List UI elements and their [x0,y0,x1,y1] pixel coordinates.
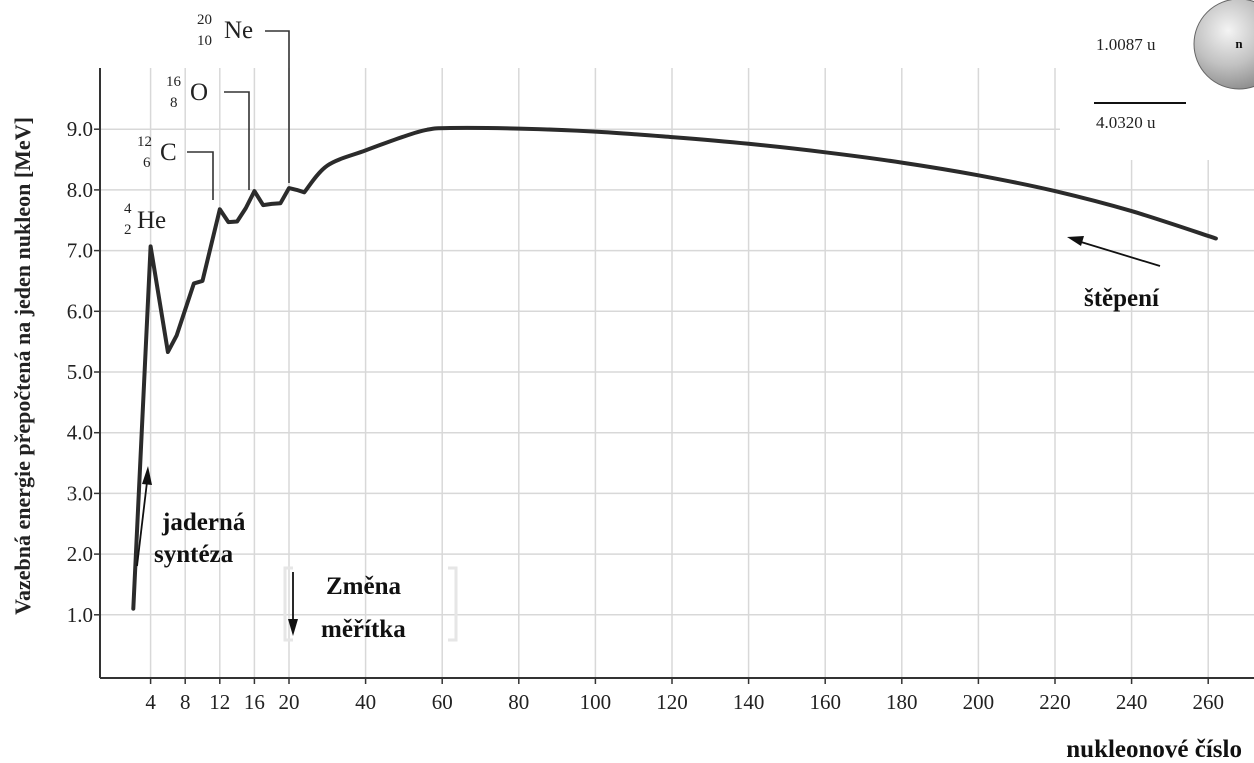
fission-label: štěpení [1084,285,1160,312]
fusion-label-line2: syntéza [154,541,234,568]
x-tick-label: 160 [809,690,841,714]
svg-text:2: 2 [124,222,132,238]
neutron-sphere [1193,0,1254,90]
svg-text:20: 20 [197,12,212,28]
svg-text:6: 6 [143,155,151,171]
x-tick-label: 80 [508,690,529,714]
y-tick-labels: 1.0 2.0 3.0 4.0 5.0 6.0 7.0 8.0 9.0 [67,117,93,627]
y-tick-label: 7.0 [67,239,93,263]
x-tick-label: 60 [432,690,453,714]
axes [94,68,1254,684]
neutron-symbol: n [1235,36,1243,51]
x-tick-label: 12 [209,690,230,714]
y-tick-label: 5.0 [67,360,93,384]
y-tick-label: 3.0 [67,481,93,505]
scale-change-bracket [283,566,458,642]
y-tick-label: 6.0 [67,299,93,323]
y-tick-label: 4.0 [67,421,93,445]
svg-text:C: C [160,139,177,166]
x-tick-label: 20 [279,690,300,714]
svg-text:4: 4 [124,201,132,217]
isotope-leaders [187,30,290,200]
y-tick-label: 1.0 [67,603,93,627]
fusion-label-line1: jaderná [161,509,246,536]
y-axis-title: Vazebná energie přepočtená na jeden nukl… [10,117,35,615]
x-tick-label: 40 [355,690,376,714]
x-tick-label: 240 [1116,690,1148,714]
svg-text:12: 12 [137,134,152,150]
svg-text:Ne: Ne [224,17,253,44]
x-tick-label: 4 [145,690,156,714]
x-tick-labels: 4 8 12 16 20 40 60 80 100 120 140 160 180 200 220 240 26… [145,690,1224,714]
x-tick-label: 120 [656,690,688,714]
scale-label-line1: Změna [326,573,402,600]
label-helium-4: 4 2 He [124,201,166,238]
svg-text:He: He [137,207,166,234]
svg-text:16: 16 [166,74,182,90]
x-tick-label: 8 [180,690,191,714]
x-tick-label: 220 [1039,690,1071,714]
fusion-arrow [136,466,152,567]
y-tick-label: 8.0 [67,178,93,202]
svg-text:10: 10 [197,33,212,49]
scale-change-arrow [288,572,298,636]
x-tick-label: 140 [733,690,765,714]
label-oxygen-16: 16 8 O [166,74,208,111]
fission-arrow [1067,236,1161,267]
y-tick-label: 9.0 [67,117,93,141]
x-tick-label: 100 [580,690,612,714]
total-mass: 4.0320 u [1096,113,1156,132]
scale-label-line2: měřítka [321,616,406,643]
y-tick-label: 2.0 [67,542,93,566]
grid [100,68,1254,678]
neutron-mass: 1.0087 u [1096,35,1156,54]
x-tick-label: 180 [886,690,918,714]
x-tick-label: 260 [1192,690,1224,714]
x-axis-title: nukleonové číslo [1066,736,1242,763]
label-neon-20: 20 10 Ne [197,12,253,49]
x-tick-label: 16 [244,690,265,714]
svg-text:8: 8 [170,95,178,111]
svg-text:O: O [190,79,208,106]
x-tick-label: 200 [963,690,995,714]
label-carbon-12: 12 6 C [137,134,177,171]
binding-energy-curve [131,125,1218,611]
neutron-mass-inset: 1.0087 u 4.0320 u n [1060,0,1254,160]
